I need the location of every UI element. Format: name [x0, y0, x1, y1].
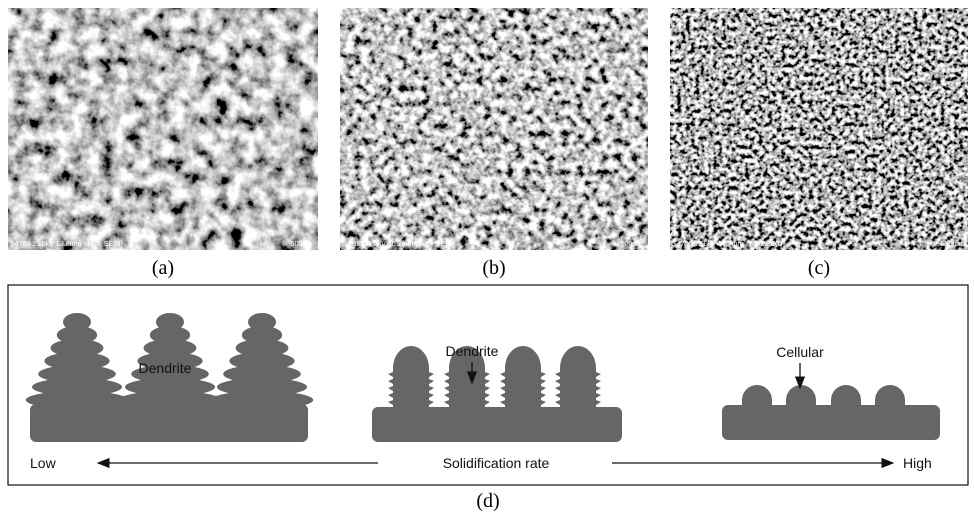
sem-caption: S4700 15.0kV 16.7mm x100k SE(U) — [672, 241, 785, 248]
sem-image — [8, 8, 318, 250]
column — [505, 346, 541, 408]
cell — [875, 385, 905, 406]
sem-scale: 500nm — [291, 241, 313, 248]
growth-shapes — [26, 313, 940, 442]
dendrite-trunk — [47, 380, 107, 406]
cell — [786, 385, 816, 406]
right-label: Cellular — [776, 344, 824, 360]
middle-label: Dendrite — [446, 343, 499, 359]
panel-label: (b) — [482, 257, 505, 279]
substrate — [30, 404, 308, 442]
sem-image — [340, 8, 648, 250]
axis-title: Solidification rate — [443, 455, 550, 471]
figure: S4700 15.0kV 13.8mm x100k SE(U) 500nm S4… — [0, 0, 974, 512]
substrate — [722, 405, 940, 440]
sem-caption: S4700 15.0kV 13.8mm x100k SE(U) — [10, 241, 123, 248]
column — [560, 346, 596, 408]
panel-label: (d) — [476, 490, 499, 512]
sem-scale: 500nm — [621, 241, 643, 248]
column — [393, 346, 429, 408]
axis-low: Low — [30, 455, 57, 471]
panel-label: (c) — [808, 257, 830, 279]
sem-image — [670, 8, 968, 250]
dendrite-trunk — [232, 380, 292, 406]
sem-scale: 500nm — [941, 241, 963, 248]
left-label: Dendrite — [139, 360, 192, 376]
sem-caption: S4700 15.0kV 16.7mm x100k SE(U) — [342, 241, 455, 248]
cell — [742, 385, 772, 406]
substrate — [372, 407, 622, 442]
axis-high: High — [903, 455, 932, 471]
dendrite-trunk — [140, 380, 200, 406]
panel-label: (a) — [152, 257, 174, 279]
cell — [831, 385, 861, 406]
